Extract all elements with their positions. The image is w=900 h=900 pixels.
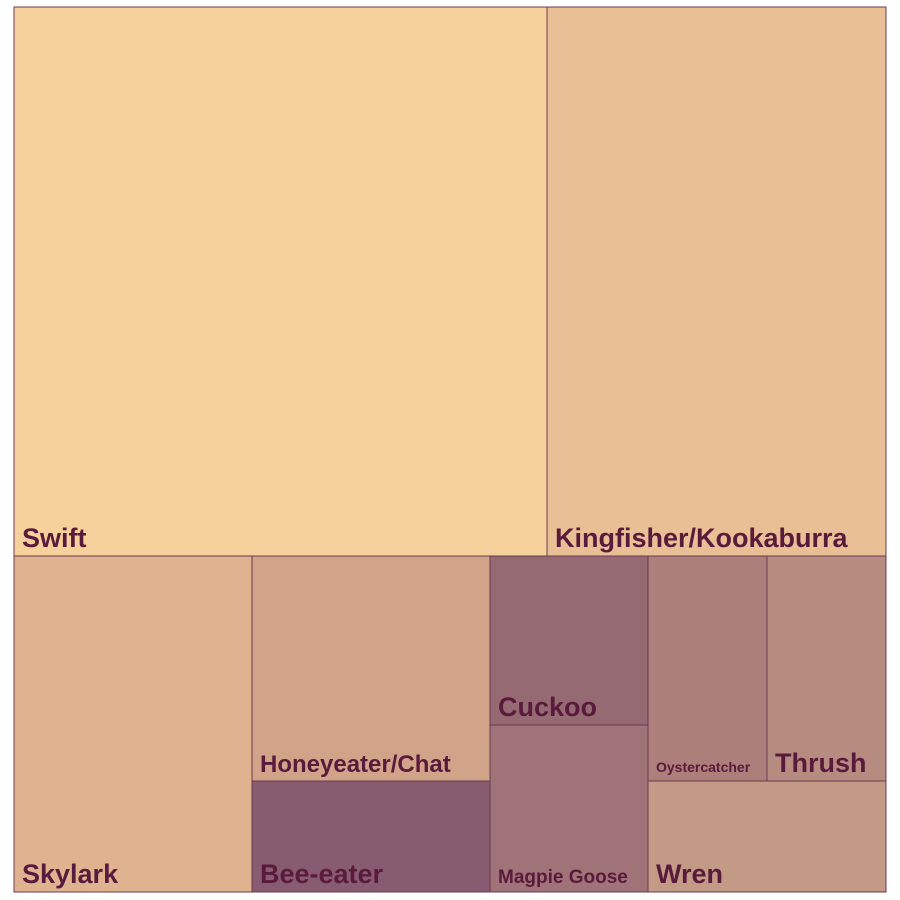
treemap-cell-bee-eater: Bee-eater [251, 780, 491, 893]
treemap-cell-skylark: Skylark [13, 555, 253, 893]
treemap-rect-swift [13, 6, 548, 557]
treemap-label-cuckoo: Cuckoo [498, 692, 597, 722]
treemap-cell-oystercatcher: Oystercatcher [647, 555, 768, 782]
treemap-label-oystercatcher: Oystercatcher [656, 759, 751, 775]
treemap-label-wren: Wren [656, 859, 723, 889]
treemap-label-magpie-goose: Magpie Goose [498, 867, 628, 888]
treemap-label-thrush: Thrush [775, 748, 867, 778]
treemap-rect-wren [647, 780, 887, 893]
treemap-rect-bee-eater [251, 780, 491, 893]
treemap-cell-thrush: Thrush [766, 555, 887, 782]
treemap-cell-wren: Wren [647, 780, 887, 893]
treemap-rect-kingfisher-kookaburra [546, 6, 887, 557]
treemap-rect-cuckoo [489, 555, 649, 726]
treemap-label-swift: Swift [22, 523, 87, 553]
treemap-rect-oystercatcher [647, 555, 768, 782]
treemap-cell-honeyeater-chat: Honeyeater/Chat [251, 555, 491, 782]
treemap-label-bee-eater: Bee-eater [260, 859, 384, 889]
treemap-label-honeyeater-chat: Honeyeater/Chat [260, 751, 451, 778]
treemap-cell-kingfisher-kookaburra: Kingfisher/Kookaburra [546, 6, 887, 557]
treemap-label-skylark: Skylark [22, 859, 119, 889]
treemap-rect-thrush [766, 555, 887, 782]
treemap-cell-swift: Swift [13, 6, 548, 557]
treemap-rect-magpie-goose [489, 724, 649, 893]
treemap-cell-magpie-goose: Magpie Goose [489, 724, 649, 893]
treemap-label-kingfisher-kookaburra: Kingfisher/Kookaburra [555, 523, 849, 553]
treemap-cell-cuckoo: Cuckoo [489, 555, 649, 726]
treemap-rect-honeyeater-chat [251, 555, 491, 782]
treemap-rect-skylark [13, 555, 253, 893]
